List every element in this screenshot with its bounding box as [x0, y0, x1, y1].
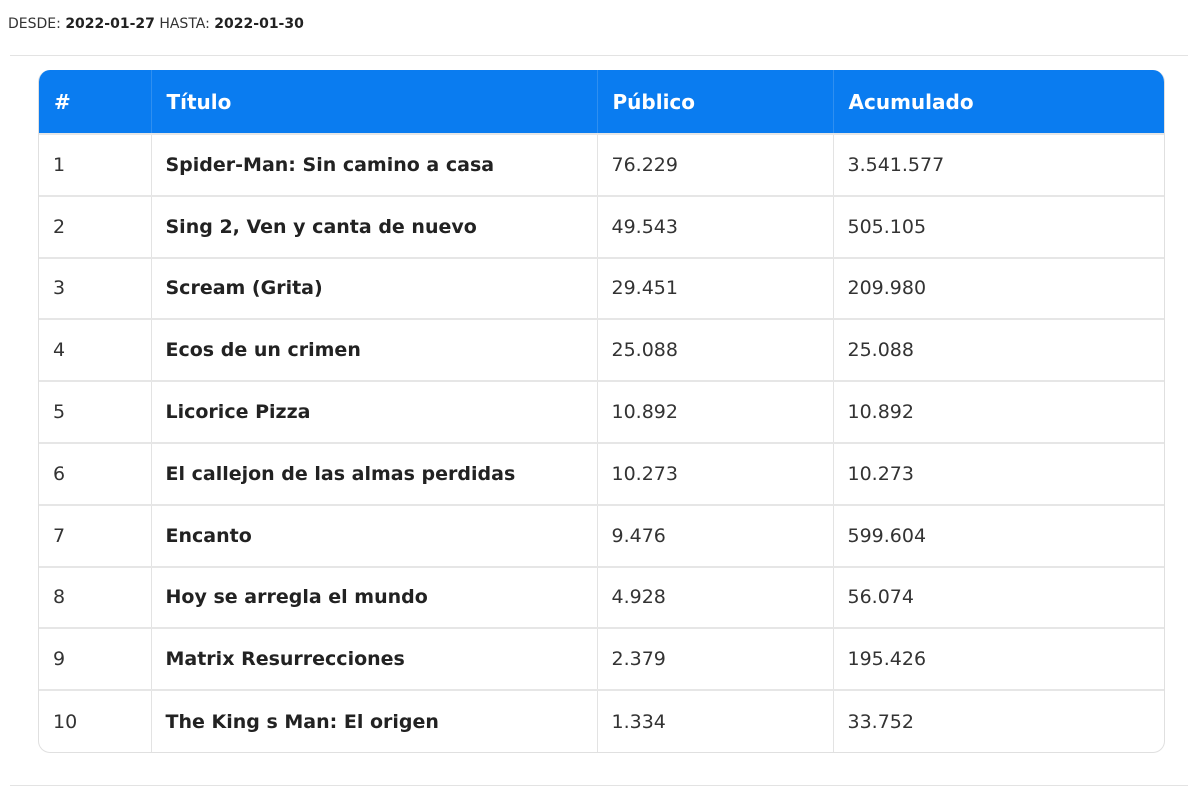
title-cell: Encanto	[151, 504, 598, 567]
accumulated-cell: 25.088	[847, 339, 914, 362]
box-office-table: # Título Público Acumulado 1 Spider-Man:…	[39, 70, 1164, 752]
title-cell: The King s Man: El origen	[151, 690, 598, 752]
from-date: 2022-01-27	[65, 16, 155, 32]
accumulated-cell: 10.273	[847, 462, 914, 485]
rank-cell: 9	[39, 628, 152, 691]
table-row: 9 Matrix Resurrecciones 2.379 195.426	[39, 628, 1164, 691]
to-label: HASTA:	[159, 16, 210, 32]
title-cell: Hoy se arregla el mundo	[151, 566, 598, 629]
accumulated-cell: 505.105	[847, 215, 927, 238]
rank-cell: 1	[39, 134, 152, 196]
public-cell: 49.543	[597, 195, 834, 258]
public-cell: 2.379	[597, 628, 834, 691]
date-range: DESDE: 2022-01-27 HASTA: 2022-01-30	[8, 16, 304, 32]
title-cell: Licorice Pizza	[151, 381, 598, 443]
header-rank: #	[39, 70, 152, 134]
to-date: 2022-01-30	[214, 16, 304, 32]
from-label: DESDE:	[8, 16, 61, 32]
bottom-divider	[10, 785, 1188, 786]
public-cell: 10.273	[597, 442, 834, 505]
title-cell: Spider-Man: Sin camino a casa	[151, 134, 598, 196]
public-cell: 9.476	[597, 504, 834, 567]
rank-cell: 2	[39, 195, 152, 258]
title-cell: El callejon de las almas perdidas	[151, 442, 598, 505]
table-header: # Título Público Acumulado	[39, 70, 1164, 134]
table-row: 3 Scream (Grita) 29.451 209.980	[39, 257, 1164, 320]
header-title: Título	[151, 70, 598, 134]
title-cell: Sing 2, Ven y canta de nuevo	[151, 195, 598, 258]
accumulated-cell: 10.892	[847, 401, 914, 424]
rank-cell: 10	[39, 690, 152, 752]
top-divider	[10, 55, 1188, 56]
public-cell: 4.928	[597, 566, 834, 629]
accumulated-cell: 195.426	[847, 648, 927, 671]
table-row: 2 Sing 2, Ven y canta de nuevo 49.543 50…	[39, 195, 1164, 258]
box-office-table-container: # Título Público Acumulado 1 Spider-Man:…	[38, 70, 1165, 753]
public-cell: 10.892	[597, 381, 834, 443]
table-row: 5 Licorice Pizza 10.892 10.892	[39, 381, 1164, 443]
table-row: 7 Encanto 9.476 599.604	[39, 504, 1164, 567]
public-cell: 25.088	[597, 319, 834, 382]
table-row: 8 Hoy se arregla el mundo 4.928 56.074	[39, 566, 1164, 629]
title-cell: Scream (Grita)	[151, 257, 598, 320]
accumulated-cell: 599.604	[847, 524, 927, 547]
rank-cell: 8	[39, 566, 152, 629]
table-row: 1 Spider-Man: Sin camino a casa 76.229 3…	[39, 134, 1164, 196]
rank-cell: 6	[39, 442, 152, 505]
table-row: 10 The King s Man: El origen 1.334 33.75…	[39, 690, 1164, 752]
title-cell: Matrix Resurrecciones	[151, 628, 598, 691]
accumulated-cell: 209.980	[847, 277, 927, 300]
rank-cell: 5	[39, 381, 152, 443]
header-public: Público	[597, 70, 834, 134]
rank-cell: 3	[39, 257, 152, 320]
accumulated-cell: 56.074	[847, 586, 914, 609]
table-row: 6 El callejon de las almas perdidas 10.2…	[39, 442, 1164, 505]
rank-cell: 7	[39, 504, 152, 567]
accumulated-cell: 3.541.577	[847, 153, 945, 176]
public-cell: 1.334	[597, 690, 834, 752]
title-cell: Ecos de un crimen	[151, 319, 598, 382]
public-cell: 29.451	[597, 257, 834, 320]
table-body: 1 Spider-Man: Sin camino a casa 76.229 3…	[39, 134, 1164, 752]
public-cell: 76.229	[597, 134, 834, 196]
table-row: 4 Ecos de un crimen 25.088 25.088	[39, 319, 1164, 382]
header-accumulated: Acumulado	[848, 89, 974, 114]
header-row: # Título Público Acumulado	[39, 70, 1164, 134]
rank-cell: 4	[39, 319, 152, 382]
accumulated-cell: 33.752	[847, 710, 914, 733]
